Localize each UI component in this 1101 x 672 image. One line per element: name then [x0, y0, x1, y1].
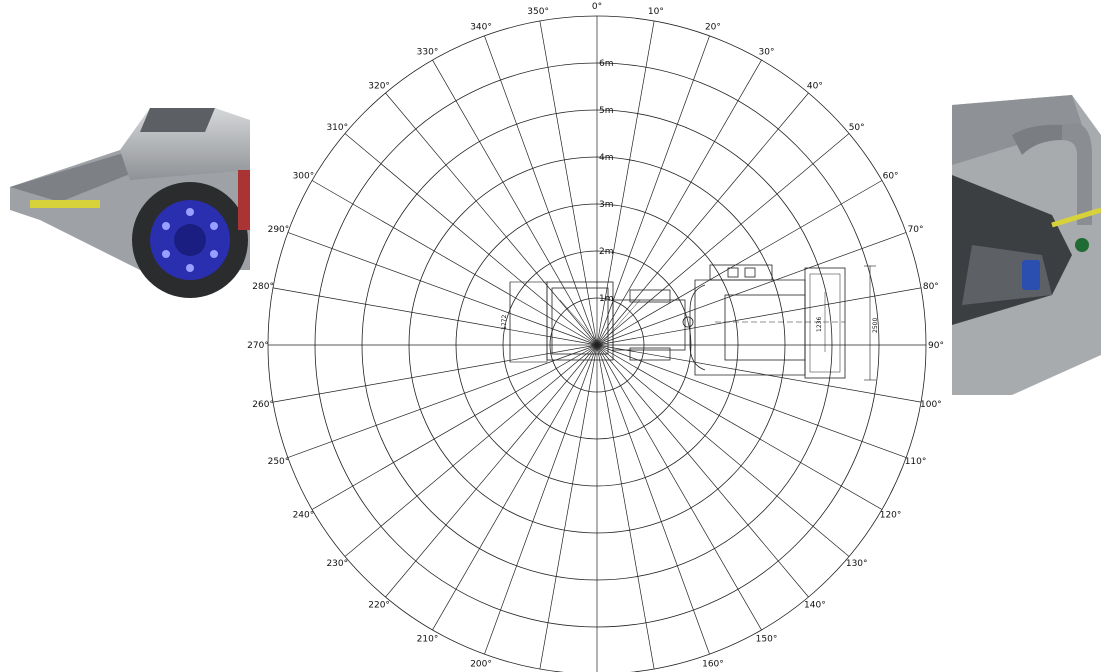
- angle-label: 320°: [368, 81, 390, 91]
- bearing-line: [596, 344, 907, 458]
- radius-labels: 1m 2m 3m 4m 5m 6m: [599, 59, 614, 304]
- radius-label: 2m: [599, 247, 614, 257]
- bearing-line: [484, 35, 598, 346]
- angle-label: 80°: [923, 282, 939, 292]
- bearing-line: [596, 344, 710, 655]
- bearing-line: [596, 20, 655, 346]
- angle-label: 300°: [293, 172, 315, 182]
- angle-label: 70°: [908, 225, 924, 235]
- angle-label: 140°: [804, 601, 826, 611]
- angle-labels: 0° 10° 20° 30° 40° 50° 60° 70° 80° 90° 100° 110° 120…: [247, 2, 944, 670]
- bearing-line: [344, 344, 598, 557]
- machine-plan-view: [509, 264, 876, 381]
- bearing-line: [596, 133, 850, 346]
- bearing-line: [596, 344, 809, 598]
- angle-label: 120°: [880, 511, 902, 521]
- bearing-line: [596, 92, 809, 346]
- bearing-line: [385, 92, 598, 346]
- bearing-line: [272, 287, 598, 346]
- bearing-line: [287, 344, 598, 458]
- angle-label: 60°: [883, 172, 899, 182]
- vehicle-trailer-render: [10, 108, 250, 298]
- bearing-line: [287, 232, 598, 346]
- bearing-line: [596, 344, 655, 670]
- angle-label: 110°: [905, 457, 927, 467]
- bearing-line: [596, 344, 883, 510]
- angle-label: 200°: [470, 660, 492, 670]
- angle-label: 20°: [705, 22, 721, 32]
- angle-label: 310°: [326, 123, 348, 133]
- radius-label: 4m: [599, 153, 614, 163]
- angle-label: 290°: [268, 225, 290, 235]
- angle-label: 30°: [759, 47, 775, 57]
- bearing-line: [596, 344, 762, 631]
- bearing-line: [596, 180, 883, 346]
- bearing-line: [596, 344, 850, 557]
- radius-label: 6m: [599, 59, 614, 69]
- angle-label: 260°: [252, 400, 274, 410]
- bearing-line: [311, 344, 598, 510]
- angle-label: 330°: [417, 47, 439, 57]
- angle-label: 130°: [846, 559, 868, 569]
- bearing-line: [385, 344, 598, 598]
- angle-label: 90°: [928, 341, 944, 351]
- dimension-label-1: 1772: [501, 315, 508, 330]
- vehicle-cab-render: [952, 95, 1101, 395]
- bearing-line: [432, 344, 598, 631]
- bearing-line: [596, 35, 710, 346]
- angle-label: 230°: [326, 559, 348, 569]
- dimension-labels: 1772 1236 2500: [501, 315, 879, 333]
- bearing-line: [596, 287, 922, 346]
- angle-label: 280°: [252, 282, 274, 292]
- radius-label: 5m: [599, 106, 614, 116]
- angle-label: 150°: [756, 635, 778, 645]
- angle-label: 250°: [268, 457, 290, 467]
- bearing-line: [311, 180, 598, 346]
- bearing-line: [596, 232, 907, 346]
- angle-label: 350°: [527, 7, 549, 17]
- bearing-line: [539, 20, 598, 346]
- angle-label: 160°: [702, 660, 724, 670]
- bearing-line: [539, 344, 598, 670]
- polar-grid: [267, 15, 927, 672]
- angle-label: 270°: [247, 341, 269, 351]
- bearing-line: [432, 59, 598, 346]
- angle-label: 10°: [648, 7, 664, 17]
- bearing-line: [344, 133, 598, 346]
- dimension-label-2: 1236: [816, 317, 823, 332]
- angle-label: 100°: [920, 400, 942, 410]
- angle-label: 50°: [849, 123, 865, 133]
- angle-label: 340°: [470, 22, 492, 32]
- angle-label: 220°: [368, 601, 390, 611]
- bearing-line: [596, 344, 922, 403]
- bearing-line: [596, 59, 762, 346]
- bearing-line: [484, 344, 598, 655]
- angle-label: 40°: [807, 81, 823, 91]
- radius-label: 3m: [599, 200, 614, 210]
- angle-label: 240°: [293, 511, 315, 521]
- bearing-line: [272, 344, 598, 403]
- angle-label: 210°: [417, 635, 439, 645]
- angle-label: 0°: [592, 2, 602, 12]
- dimension-label-3: 2500: [872, 318, 879, 333]
- radius-label: 1m: [599, 294, 614, 304]
